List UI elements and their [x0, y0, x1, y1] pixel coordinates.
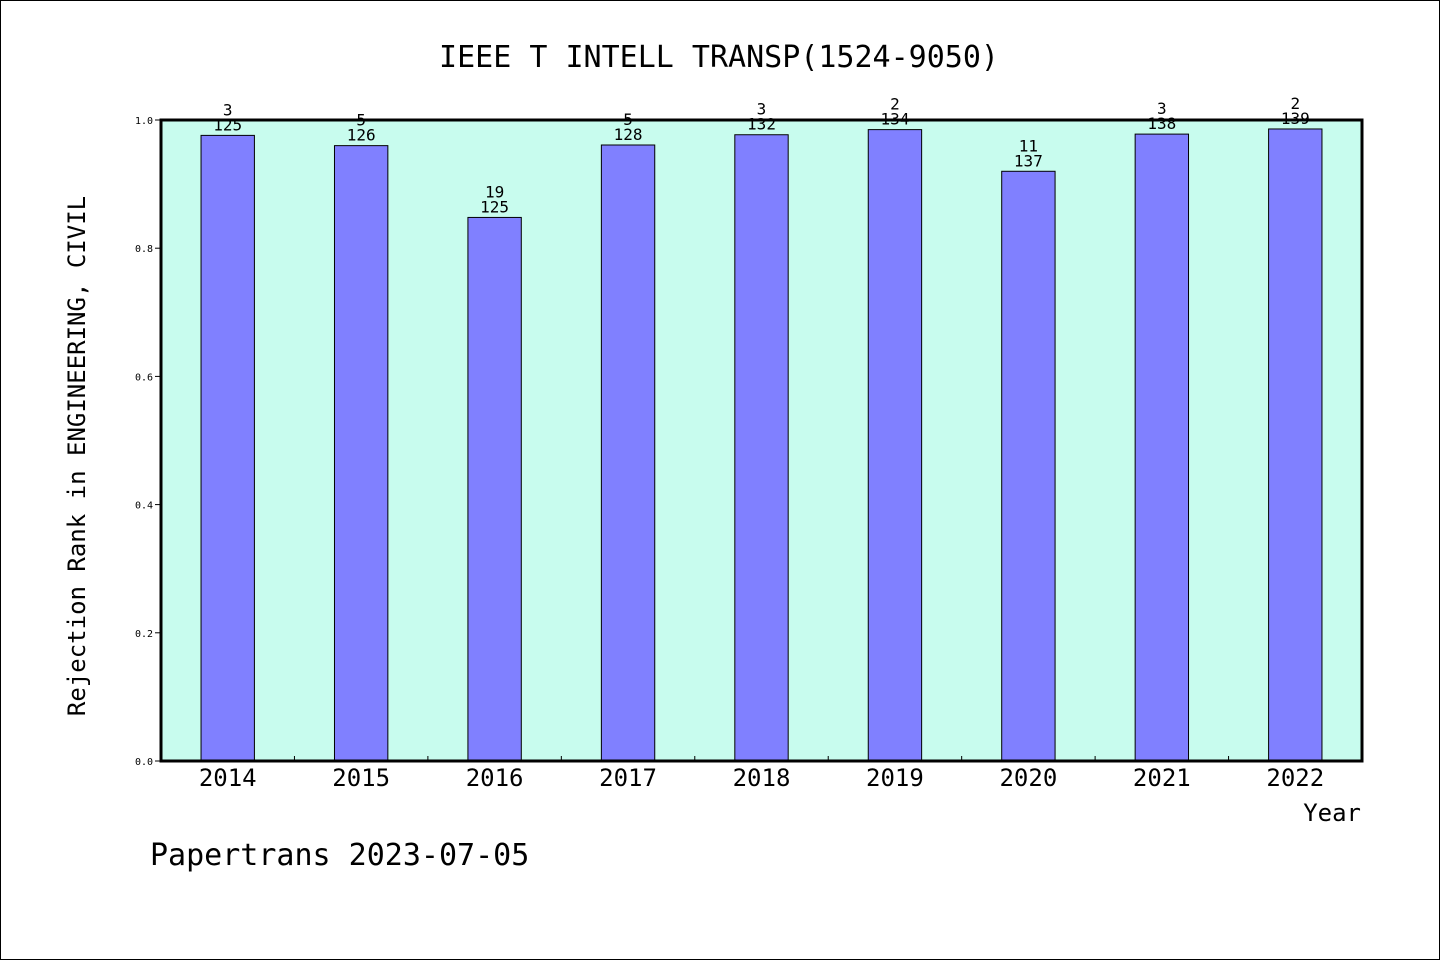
x-axis-title: Year: [1303, 799, 1361, 827]
bar-rank-label: 3: [1157, 99, 1167, 118]
y-tick-label: 0.0: [135, 757, 153, 768]
y-axis: 0.0 0.2 0.4 0.6 0.8 1.0: [135, 116, 161, 768]
x-axis: 2014 2015 2016 2017 2018 2019 2020 2021 2022: [199, 756, 1324, 792]
plot-border: [159, 118, 1364, 763]
y-tick-label: 0.6: [135, 372, 153, 383]
bar-total-label: 125: [213, 115, 242, 134]
bar-total-label: 125: [480, 197, 509, 216]
bar-rank-label: 2: [1290, 94, 1300, 113]
footer-text: Papertrans 2023-07-05: [150, 838, 529, 873]
bar: [1268, 128, 1323, 762]
y-tick-label: 0.2: [135, 629, 153, 640]
bar-rank-label: 19: [485, 182, 504, 201]
y-axis-title: Rejection Rank in ENGINEERING, CIVIL: [63, 196, 91, 716]
bar-total-label: 128: [614, 125, 643, 144]
bar: [600, 144, 656, 762]
x-tick-label: 2019: [866, 764, 924, 792]
x-tick-label: 2020: [999, 764, 1057, 792]
x-tick-label: 2018: [733, 764, 791, 792]
chart-title: IEEE T INTELL TRANSP(1524-9050): [439, 40, 999, 75]
bar-rank-label: 11: [1019, 136, 1038, 155]
bar: [333, 145, 389, 762]
bar-rank-label: 3: [757, 100, 767, 119]
bar-total-label: 137: [1014, 151, 1043, 170]
bar-total-label: 126: [347, 126, 376, 145]
bar-total-label: 132: [747, 115, 776, 134]
bar: [734, 134, 789, 762]
bar-rank-label: 2: [890, 95, 900, 114]
x-tick-label: 2016: [466, 764, 524, 792]
y-tick-label: 1.0: [135, 116, 153, 127]
bar: [867, 129, 923, 762]
x-tick-label: 2017: [599, 764, 657, 792]
bar: [1134, 133, 1190, 762]
bar-total-label: 138: [1147, 114, 1176, 133]
x-tick-label: 2022: [1266, 764, 1324, 792]
bar: [200, 134, 255, 762]
bar: [1001, 170, 1056, 762]
bar: [467, 216, 522, 762]
y-tick-label: 0.4: [135, 501, 153, 512]
y-tick-label: 0.8: [135, 244, 153, 255]
bar-rank-label: 3: [223, 100, 233, 119]
x-tick-label: 2014: [199, 764, 257, 792]
x-tick-label: 2021: [1133, 764, 1191, 792]
x-tick-label: 2015: [332, 764, 390, 792]
bar-total-label: 139: [1281, 109, 1310, 128]
